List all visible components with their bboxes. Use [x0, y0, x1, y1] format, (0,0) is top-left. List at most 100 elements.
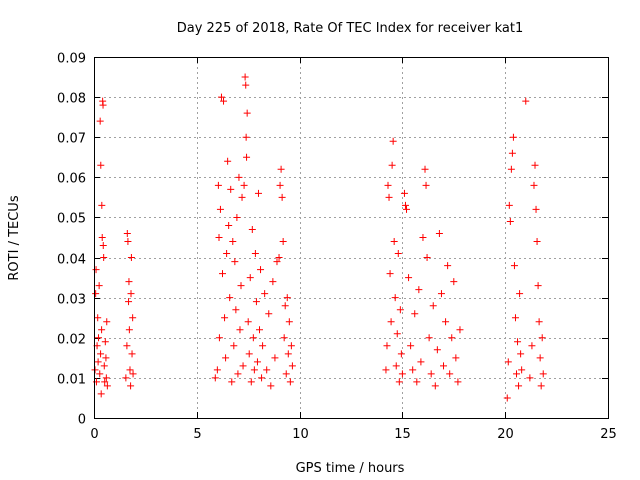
data-point [96, 117, 104, 125]
data-point [267, 382, 275, 390]
data-point [538, 334, 546, 342]
data-point [284, 350, 292, 358]
data-point [403, 205, 411, 213]
chart-title: Day 225 of 2018, Rate Of TEC Index for r… [177, 21, 524, 36]
data-point [243, 109, 251, 117]
data-point [269, 278, 277, 286]
y-tick-label: 0.01 [57, 373, 86, 388]
data-point [98, 234, 106, 241]
data-point [411, 310, 419, 318]
data-point [235, 173, 243, 181]
data-point [278, 193, 286, 201]
data-point [246, 274, 254, 282]
data-point [225, 221, 233, 229]
y-tick-label: 0.07 [57, 132, 86, 147]
data-point [433, 346, 441, 354]
data-point [522, 97, 530, 105]
data-point [531, 161, 539, 169]
data-points [91, 73, 547, 402]
data-point [383, 342, 391, 350]
data-point [454, 378, 462, 386]
data-point [537, 382, 545, 390]
data-point [97, 390, 105, 398]
data-point [127, 290, 135, 298]
data-point [234, 370, 242, 378]
data-point [431, 382, 439, 390]
data-point [446, 370, 454, 378]
data-point [285, 318, 293, 326]
data-point [230, 342, 238, 350]
data-point [263, 366, 271, 374]
data-point [397, 350, 405, 358]
data-point [242, 81, 250, 89]
data-point [102, 374, 110, 382]
data-point [100, 254, 108, 262]
data-point [515, 382, 523, 390]
data-point [409, 366, 417, 374]
data-point [261, 290, 269, 298]
data-point [425, 334, 433, 342]
data-point [123, 342, 131, 350]
data-point [533, 238, 541, 246]
data-point [421, 165, 429, 173]
data-point [405, 274, 413, 282]
data-point [390, 238, 398, 246]
data-point [220, 97, 228, 105]
data-point [273, 258, 281, 266]
data-point [385, 193, 393, 201]
data-point [95, 334, 103, 342]
data-point [129, 314, 137, 322]
data-point [526, 374, 534, 382]
data-point [384, 181, 392, 189]
data-point [102, 354, 110, 362]
data-point [238, 193, 246, 201]
data-point [244, 318, 252, 326]
data-point [215, 334, 223, 342]
data-point [288, 362, 296, 370]
data-point [215, 234, 223, 241]
data-point [97, 350, 105, 358]
data-point [507, 165, 515, 173]
data-point [240, 181, 248, 189]
data-point [437, 290, 445, 298]
data-point [429, 302, 437, 310]
y-tick-labels: 0 0.01 0.02 0.03 0.04 0.05 0.06 0.07 0.08 0.09 [57, 52, 86, 428]
data-point [259, 342, 267, 350]
data-point [94, 314, 102, 322]
data-point [253, 358, 261, 366]
data-point [227, 185, 235, 193]
data-point [535, 318, 543, 326]
data-point [216, 205, 224, 213]
data-point [125, 278, 133, 286]
data-point [217, 93, 225, 101]
x-tick-label: 25 [600, 427, 617, 442]
data-point [98, 201, 106, 209]
data-point [392, 362, 400, 370]
data-point [128, 350, 136, 358]
data-point [258, 374, 266, 382]
data-point [265, 310, 273, 318]
x-tick-label: 0 [90, 427, 98, 442]
data-point [386, 270, 394, 278]
data-point [237, 282, 245, 290]
data-point [281, 302, 289, 310]
data-point [435, 229, 443, 237]
data-point [419, 234, 427, 241]
data-point [395, 378, 403, 386]
data-point [256, 326, 264, 334]
data-point [123, 229, 131, 237]
data-point [219, 270, 226, 278]
y-tick-label: 0.06 [57, 172, 86, 187]
data-point [532, 205, 540, 213]
data-point [231, 258, 239, 266]
data-point [221, 314, 229, 322]
data-point [400, 189, 408, 197]
data-point [233, 213, 241, 221]
x-tick-label: 20 [497, 427, 514, 442]
data-point [280, 334, 288, 342]
data-point [91, 366, 99, 374]
data-point [99, 101, 107, 109]
data-point [401, 201, 409, 209]
data-point [122, 374, 130, 382]
data-point [505, 201, 513, 209]
